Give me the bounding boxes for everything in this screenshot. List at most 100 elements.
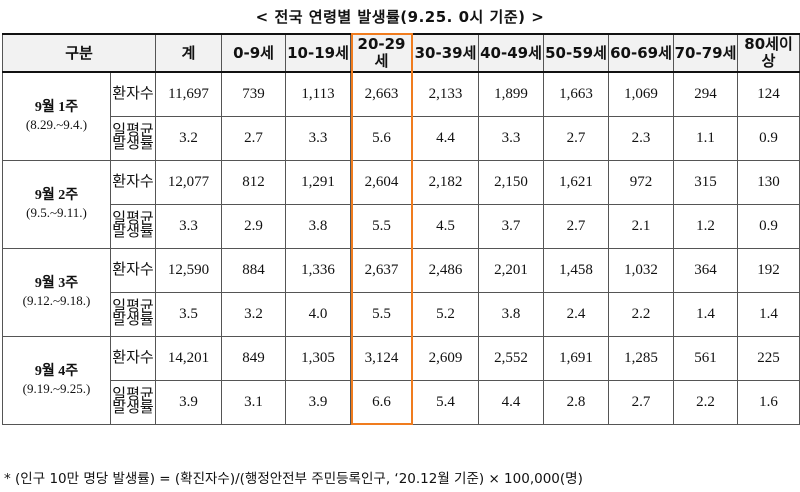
rate-cell: 3.9 — [155, 379, 223, 425]
header-col: 0-9세 — [221, 33, 287, 73]
cases-cell: 1,285 — [608, 335, 675, 381]
rate-cell: 3.9 — [285, 379, 352, 425]
table-row: 9월 4주 (9.19.~9.25.) 환자수 14,201 849 1,305 3,124… — [2, 335, 800, 425]
rate-cell: 2.3 — [608, 115, 675, 161]
week-label-cell: 9월 2주 (9.5.~9.11.) — [2, 159, 111, 249]
table-row: 9월 1주 (8.29.~9.4.) 환자수 11,697 739 1,113 2,663 2… — [2, 71, 800, 161]
cases-cell: 1,032 — [608, 247, 675, 293]
header-col: 계 — [155, 33, 223, 73]
rate-cell: 2.1 — [608, 203, 675, 249]
rate-cell: 2.7 — [543, 203, 610, 249]
rate-cell: 5.6 — [350, 115, 414, 161]
cases-cell: 124 — [737, 71, 800, 117]
cases-cell: 11,697 — [155, 71, 223, 117]
rate-cell: 5.5 — [350, 291, 414, 337]
rate-cell: 5.5 — [350, 203, 414, 249]
row-kind-label: 일평균발생률 — [109, 203, 157, 249]
cases-cell: 12,590 — [155, 247, 223, 293]
cases-cell: 3,124 — [350, 335, 414, 381]
rate-cell: 3.3 — [155, 203, 223, 249]
header-category: 구분 — [1, 33, 157, 73]
week-label: 9월 1주 — [34, 100, 79, 116]
week-range: (8.29.~9.4.) — [25, 117, 88, 133]
header-col: 70-79세 — [673, 33, 739, 73]
row-kind-label: 일평균발생률 — [109, 291, 157, 337]
cases-cell: 225 — [737, 335, 800, 381]
rate-cell: 3.7 — [478, 203, 545, 249]
table-row: 일평균발생률 3.9 3.1 3.9 6.6 5.4 4.4 2.8 2.7 2.2 1.6 — [3, 379, 800, 425]
week-label-cell: 9월 1주 (8.29.~9.4.) — [2, 71, 111, 161]
cases-cell: 1,691 — [543, 335, 610, 381]
rate-cell: 2.7 — [221, 115, 287, 161]
cases-cell: 2,552 — [478, 335, 545, 381]
week-label-cell: 9월 3주 (9.12.~9.18.) — [2, 247, 111, 337]
incidence-table: 구분 계 0-9세 10-19세 20-29세 30-39세 40-49세 50… — [1, 33, 800, 425]
table-body: 구분 계 0-9세 10-19세 20-29세 30-39세 40-49세 50… — [1, 33, 800, 425]
header-col: 20-29세 — [350, 33, 414, 73]
header-row: 구분 계 0-9세 10-19세 20-29세 30-39세 40-49세 50… — [1, 33, 800, 73]
header-col: 50-59세 — [543, 33, 610, 73]
row-kind-label: 환자수 — [109, 159, 157, 205]
rate-cell: 4.4 — [412, 115, 480, 161]
rate-cell: 1.4 — [737, 291, 800, 337]
rate-cell: 5.2 — [412, 291, 480, 337]
table-row: 9월 3주 (9.12.~9.18.) 환자수 12,590 884 1,336 2,637… — [2, 247, 800, 337]
week-range: (9.5.~9.11.) — [26, 205, 87, 220]
row-kind-label: 일평균발생률 — [109, 379, 157, 425]
rate-cell: 2.9 — [221, 203, 287, 249]
cases-cell: 812 — [221, 159, 287, 205]
rate-cell: 2.8 — [543, 379, 610, 425]
cases-cell: 2,604 — [350, 159, 414, 205]
cases-cell: 315 — [673, 159, 739, 205]
table-row: 9월 2주 (9.5.~9.11.) 환자수 12,077 812 1,291 2,604 2… — [2, 159, 800, 249]
rate-cell: 2.7 — [608, 379, 675, 425]
cases-cell: 972 — [608, 159, 675, 205]
header-col: 30-39세 — [412, 33, 480, 73]
table-title: < 전국 연령별 발생률(9.25. 0시 기준) > — [255, 8, 545, 26]
cases-cell: 1,069 — [608, 71, 675, 117]
rate-cell: 2.2 — [608, 291, 675, 337]
rate-cell: 3.2 — [221, 291, 287, 337]
cases-cell: 2,486 — [412, 247, 480, 293]
week-label-cell: 9월 4주 (9.19.~9.25.) — [2, 335, 111, 425]
cases-cell: 1,113 — [285, 71, 352, 117]
cases-cell: 2,201 — [478, 247, 545, 293]
table-row: 일평균발생률 3.2 2.7 3.3 5.6 4.4 3.3 2.7 2.3 1.1 0.9 — [3, 115, 800, 161]
rate-cell: 3.1 — [221, 379, 287, 425]
cases-cell: 2,133 — [412, 71, 480, 117]
rate-cell: 0.9 — [737, 115, 800, 161]
rate-cell: 2.7 — [543, 115, 610, 161]
cases-cell: 1,291 — [285, 159, 352, 205]
table-row: 일평균발생률 3.3 2.9 3.8 5.5 4.5 3.7 2.7 2.1 1.2 0.9 — [3, 203, 800, 249]
footnote: * (인구 10만 명당 발생률) = (확진자수)/(행정안전부 주민등록인구… — [4, 471, 583, 487]
rate-cell: 1.6 — [737, 379, 800, 425]
rate-cell: 1.4 — [673, 291, 739, 337]
rate-cell: 5.4 — [412, 379, 480, 425]
cases-cell: 12,077 — [155, 159, 223, 205]
row-kind-label: 환자수 — [109, 335, 157, 381]
row-kind-label: 환자수 — [109, 71, 157, 117]
week-label: 9월 2주 — [34, 188, 79, 203]
rate-cell: 3.8 — [478, 291, 545, 337]
cases-cell: 192 — [737, 247, 800, 293]
cases-cell: 2,663 — [350, 71, 414, 117]
cases-cell: 884 — [221, 247, 287, 293]
header-col: 60-69세 — [608, 33, 675, 73]
cases-cell: 2,182 — [412, 159, 480, 205]
row-kind-label: 일평균발생률 — [109, 115, 157, 161]
week-range: (9.12.~9.18.) — [22, 293, 91, 308]
week-label: 9월 3주 — [34, 276, 79, 291]
header-col: 40-49세 — [478, 33, 545, 73]
cases-cell: 14,201 — [155, 335, 223, 381]
cases-cell: 1,336 — [285, 247, 352, 293]
rate-cell: 0.9 — [737, 203, 800, 249]
cases-cell: 364 — [673, 247, 739, 293]
week-range: (9.19.~9.25.) — [22, 381, 91, 396]
cases-cell: 130 — [737, 159, 800, 205]
rate-cell: 6.6 — [350, 379, 414, 425]
cases-cell: 2,637 — [350, 247, 414, 293]
rate-cell: 3.3 — [478, 115, 545, 161]
rate-cell: 2.2 — [673, 379, 739, 425]
cases-cell: 1,899 — [478, 71, 545, 117]
cases-cell: 561 — [673, 335, 739, 381]
